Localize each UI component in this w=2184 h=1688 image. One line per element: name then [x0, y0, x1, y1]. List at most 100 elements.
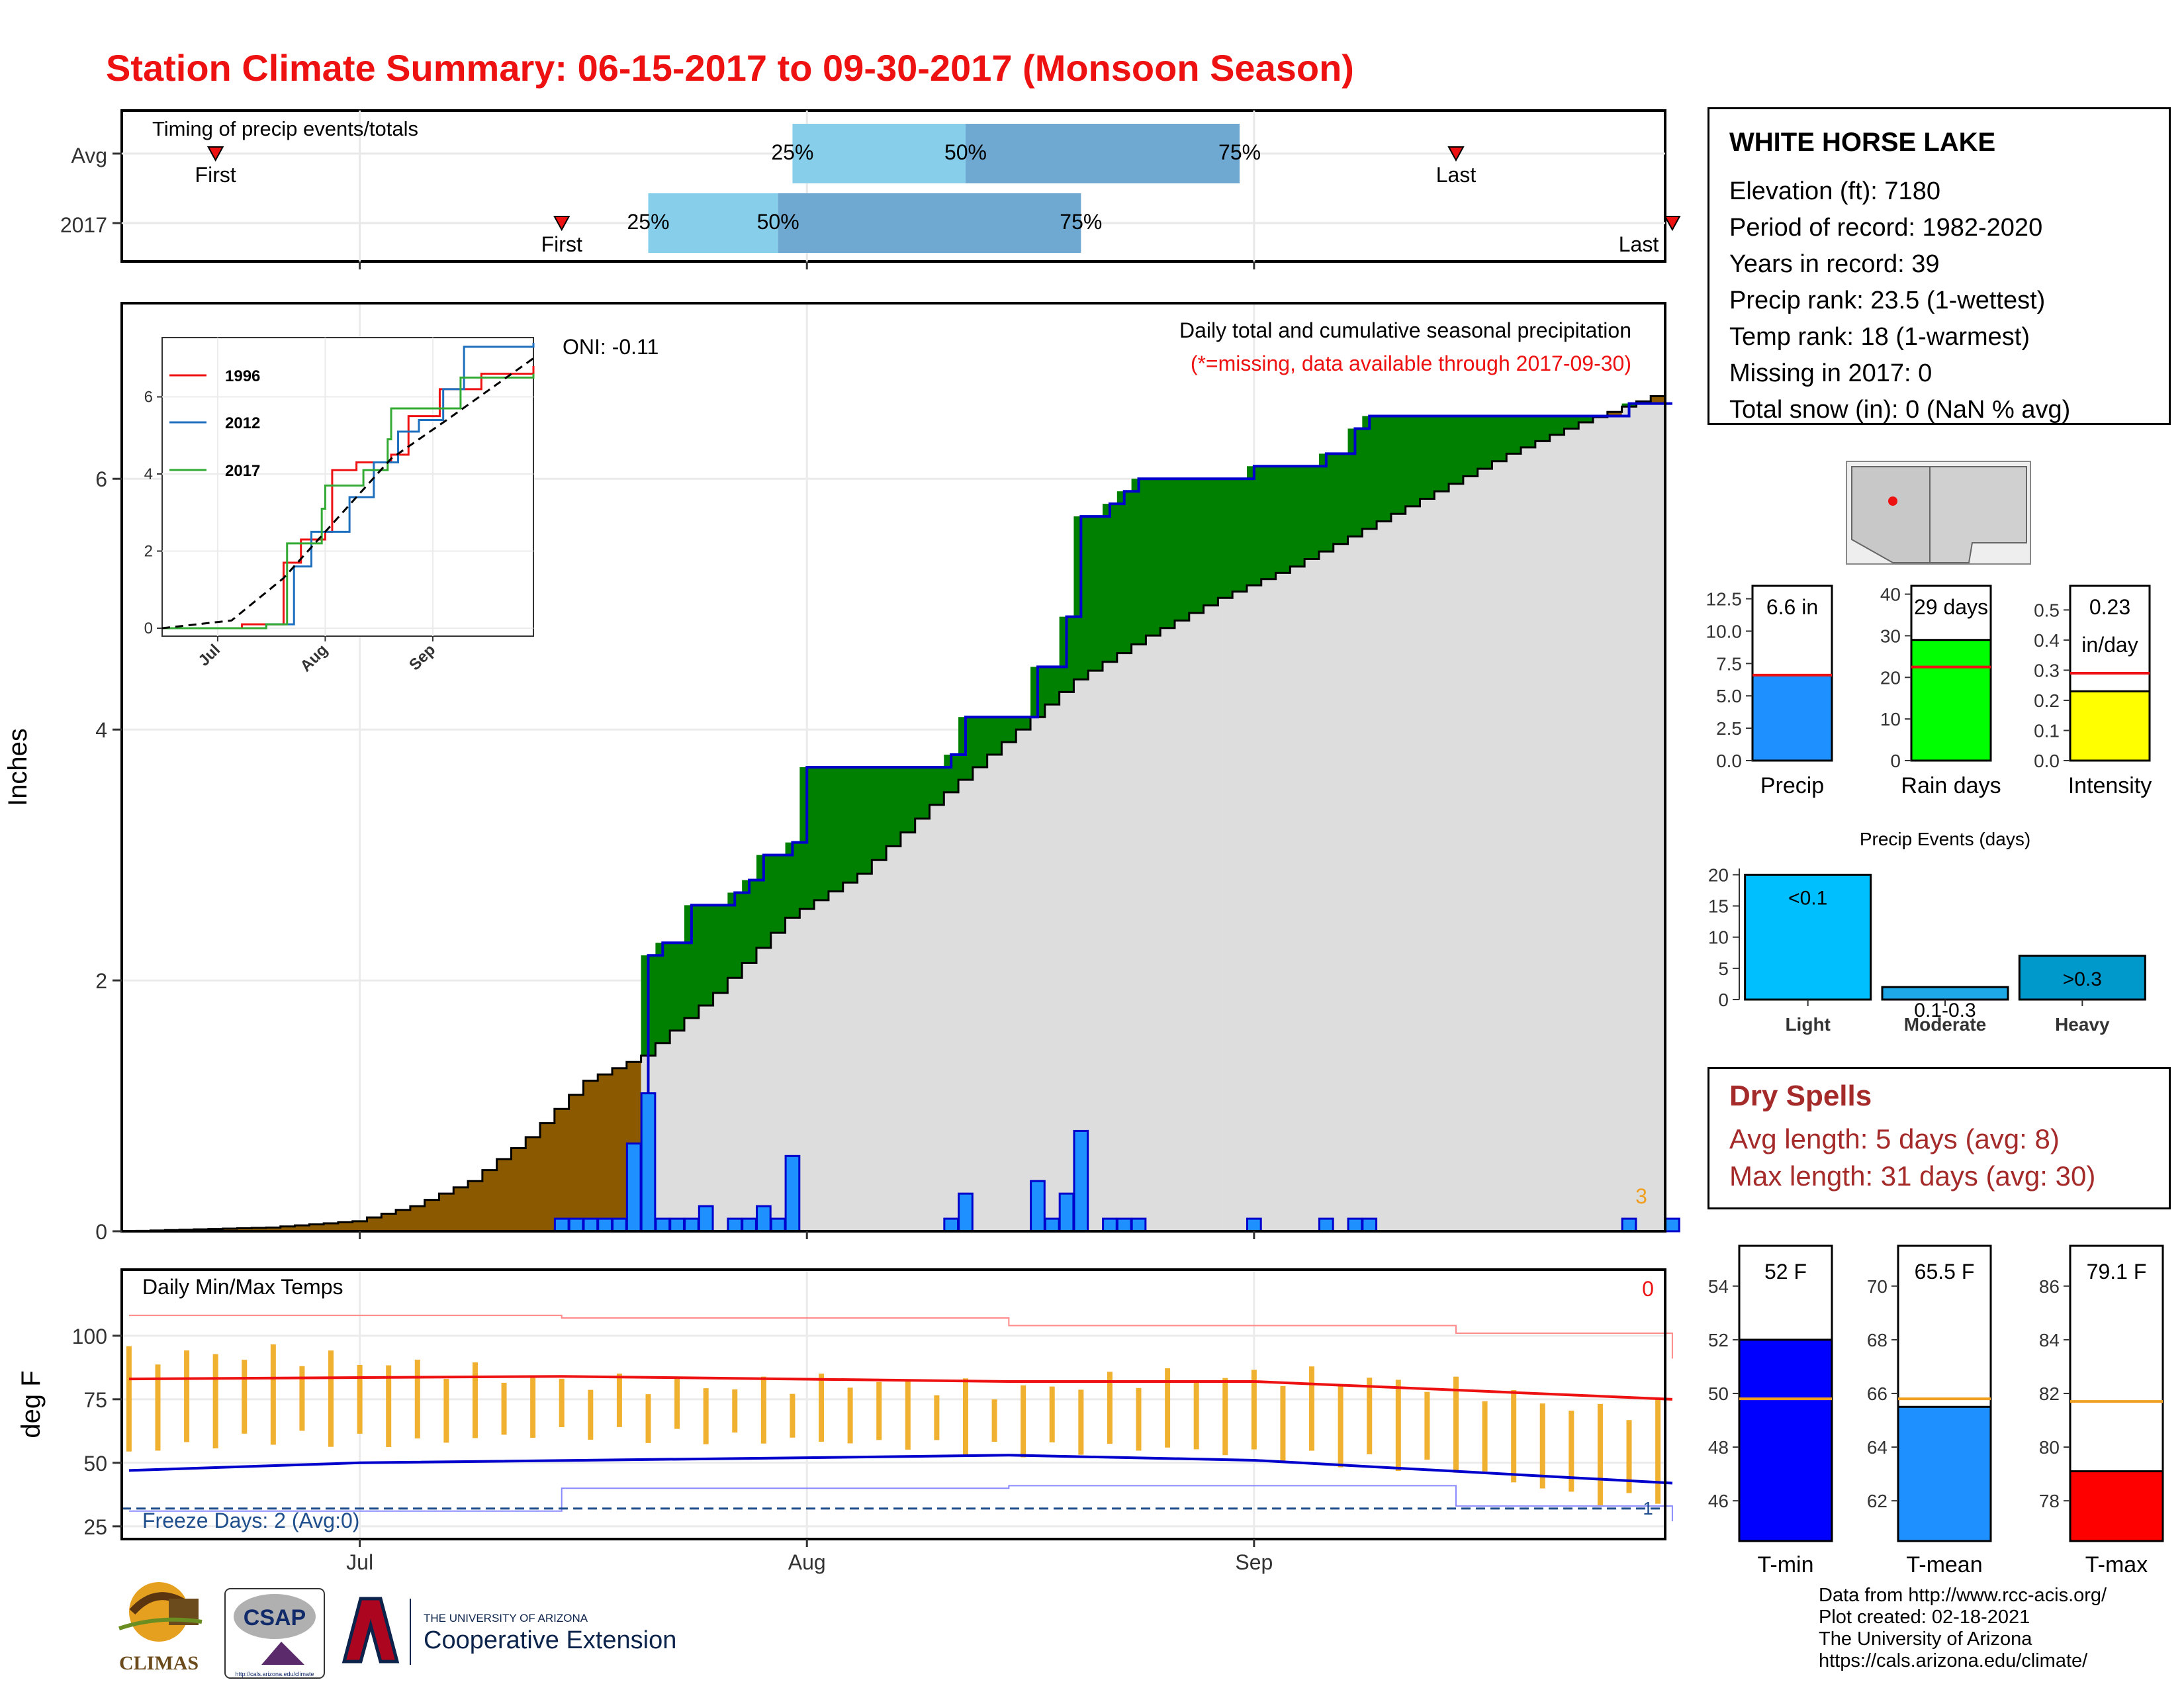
above-average-fill [1044, 667, 1060, 705]
station-years: Years in record: 39 [1729, 250, 1940, 278]
below-average-fill [338, 1222, 353, 1231]
average-cumulative-fill [799, 909, 815, 1231]
daily-temp-range-bar [414, 1359, 420, 1438]
daily-temp-range-bar [847, 1387, 853, 1444]
average-cumulative-fill [857, 874, 872, 1231]
summary-bar [1738, 1338, 1833, 1542]
above-average-fill [655, 943, 670, 1043]
precip-annotation-title: Daily total and cumulative seasonal prec… [1179, 318, 1631, 342]
daily-temp-range-bar [962, 1378, 968, 1455]
summary-y-tick-label: 54 [1708, 1276, 1729, 1297]
average-cumulative-fill [929, 804, 944, 1231]
above-average-fill [1261, 466, 1277, 579]
average-cumulative-fill [1174, 620, 1190, 1231]
below-average-fill [381, 1213, 396, 1231]
above-average-fill [1362, 416, 1377, 530]
locator-map-state [1851, 466, 1931, 563]
page-title: Station Climate Summary: 06-15-2017 to 0… [106, 47, 1354, 89]
average-cumulative-fill [1116, 653, 1132, 1231]
summary-value-label: 6.6 in [1766, 595, 1818, 619]
average-cumulative-fill [713, 993, 728, 1231]
below-average-fill [468, 1181, 483, 1231]
average-cumulative-fill [1506, 453, 1522, 1232]
average-cumulative-fill [1636, 403, 1651, 1231]
above-average-fill [1377, 416, 1392, 522]
average-cumulative-fill [1131, 644, 1147, 1231]
summary-panel-name: T-max [2085, 1552, 2148, 1577]
station-temp-rank: Temp rank: 18 (1-warmest) [1729, 323, 2030, 351]
average-cumulative-fill [1073, 679, 1089, 1231]
station-missing: Missing in 2017: 0 [1729, 359, 1933, 387]
daily-precip-bar [755, 1205, 772, 1233]
below-average-fill [309, 1224, 324, 1231]
inset-frame [161, 337, 534, 637]
average-cumulative-fill [1016, 729, 1031, 1231]
above-average-fill [1347, 428, 1363, 537]
summary-value-label-unit: in/day [2081, 633, 2138, 657]
daily-temp-range-bar [1626, 1420, 1632, 1493]
average-cumulative-fill [1651, 403, 1666, 1231]
daily-temp-range-bar [155, 1364, 161, 1451]
timing-p25-label: 25% [771, 140, 813, 164]
station-snow: Total snow (in): 0 (NaN % avg) [1729, 396, 2071, 424]
summary-y-tick-label: 20 [1880, 667, 1901, 688]
daily-temp-range-bar [1453, 1376, 1459, 1473]
daily-temp-range-bar [991, 1399, 997, 1442]
csap-logo: CSAP http://cals.arizona.edu/climate [224, 1588, 325, 1679]
events-bar [1881, 986, 2009, 1001]
summary-bar [1897, 1405, 1992, 1542]
average-cumulative-fill [1030, 717, 1046, 1231]
above-average-fill [785, 842, 800, 918]
average-cumulative-fill [828, 891, 844, 1231]
above-average-fill [1463, 416, 1479, 477]
below-average-fill [280, 1226, 296, 1231]
freeze-days-label: Freeze Days: 2 (Avg:0) [142, 1509, 359, 1532]
average-cumulative-fill [1492, 461, 1507, 1231]
daily-precip-bar [741, 1217, 757, 1233]
temp-right-label-bottom: 1 [1643, 1498, 1653, 1519]
average-cumulative-fill [1347, 536, 1363, 1232]
daily-precip-bar [1318, 1217, 1334, 1233]
inset-y-tick-label: 0 [144, 620, 153, 637]
timing-p50-label: 50% [944, 140, 987, 164]
record-low-line [128, 1485, 1673, 1522]
average-cumulative-fill [1218, 598, 1233, 1231]
summary-panel-name: Intensity [2068, 773, 2152, 798]
timing-panel-label: Timing of precip events/totals [152, 117, 418, 140]
average-cumulative-fill [958, 779, 974, 1231]
below-average-fill [598, 1074, 613, 1231]
daily-precip-bar [568, 1217, 584, 1233]
daily-precip-bar [958, 1192, 974, 1233]
daily-temp-range-bar [184, 1350, 190, 1442]
summary-value-label: 0.23 [2089, 595, 2130, 619]
daily-precip-bar [1130, 1217, 1147, 1233]
daily-precip-bar [625, 1142, 642, 1233]
summary-bar [2069, 690, 2151, 762]
average-cumulative-fill [1564, 428, 1579, 1231]
station-info-box: WHITE HORSE LAKE Elevation (ft): 7180 Pe… [1707, 107, 2171, 425]
above-average-fill [698, 905, 714, 1006]
daily-temp-range-bar [1338, 1385, 1343, 1468]
daily-temp-range-bar [357, 1364, 363, 1434]
above-average-fill [1246, 466, 1262, 586]
average-cumulative-fill [842, 882, 858, 1231]
average-cumulative-fill [655, 1043, 670, 1231]
inset-y-tick-label: 4 [144, 465, 153, 483]
summary-y-tick-label: 2.5 [1716, 718, 1742, 739]
summary-y-tick-label: 10.0 [1706, 621, 1743, 641]
daily-precip-bar [1030, 1180, 1046, 1233]
below-average-fill [251, 1227, 267, 1231]
daily-temp-range-bar [934, 1395, 940, 1440]
summary-y-tick-label: 86 [2039, 1276, 2060, 1297]
below-average-fill [511, 1148, 526, 1231]
events-panel-title: Precip Events (days) [1860, 829, 2030, 849]
temp-panel-frame [120, 1268, 1666, 1540]
average-cumulative-fill [785, 917, 800, 1231]
daily-precip-bar [1058, 1192, 1075, 1233]
inset-series-line-2012 [162, 343, 535, 630]
summary-y-tick-label: 62 [1867, 1491, 1888, 1511]
summary-y-tick-label: 0.5 [2034, 600, 2060, 620]
timing-first-label: First [541, 232, 582, 256]
station-location-marker [1888, 496, 1897, 506]
precip-annotation-note: (*=missing, data available through 2017-… [1191, 352, 1631, 375]
